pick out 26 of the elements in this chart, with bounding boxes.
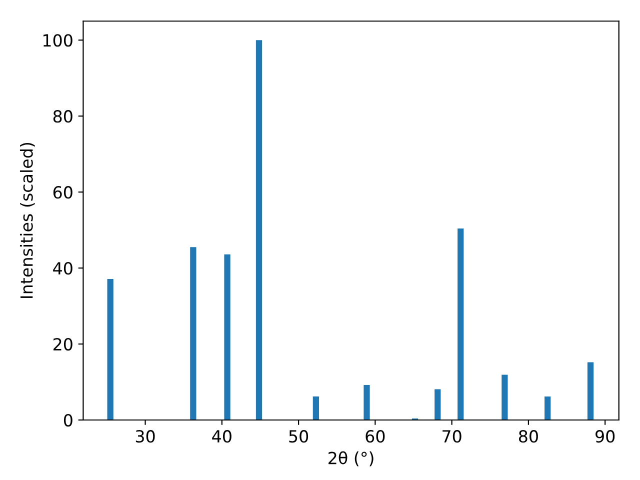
y-tick-label: 0 <box>64 414 72 427</box>
bar <box>587 362 594 420</box>
y-tick-label: 60 <box>53 186 72 199</box>
x-tick-label: 40 <box>212 430 232 443</box>
x-axis-title: 2θ (°) <box>328 451 374 466</box>
x-tick-label: 50 <box>289 430 308 443</box>
bar <box>107 279 114 420</box>
y-tick-label: 40 <box>53 262 72 275</box>
y-axis-title: Intensities (scaled) <box>20 142 35 298</box>
y-tick-label: 20 <box>53 338 72 351</box>
bar <box>224 254 230 420</box>
x-tick-label: 80 <box>518 430 538 443</box>
x-tick-label: 70 <box>442 430 462 443</box>
x-tick-label: 30 <box>136 430 155 443</box>
y-tick-label: 80 <box>53 110 72 123</box>
bar <box>544 396 551 420</box>
bar <box>256 40 262 420</box>
bar <box>434 389 441 420</box>
bar <box>502 374 508 420</box>
bar <box>190 247 196 420</box>
x-tick-label: 90 <box>596 430 615 443</box>
bar <box>364 385 370 420</box>
x-tick-label: 60 <box>366 430 385 443</box>
bar <box>458 228 464 420</box>
bar <box>312 396 320 420</box>
y-tick-label: 100 <box>43 34 72 47</box>
